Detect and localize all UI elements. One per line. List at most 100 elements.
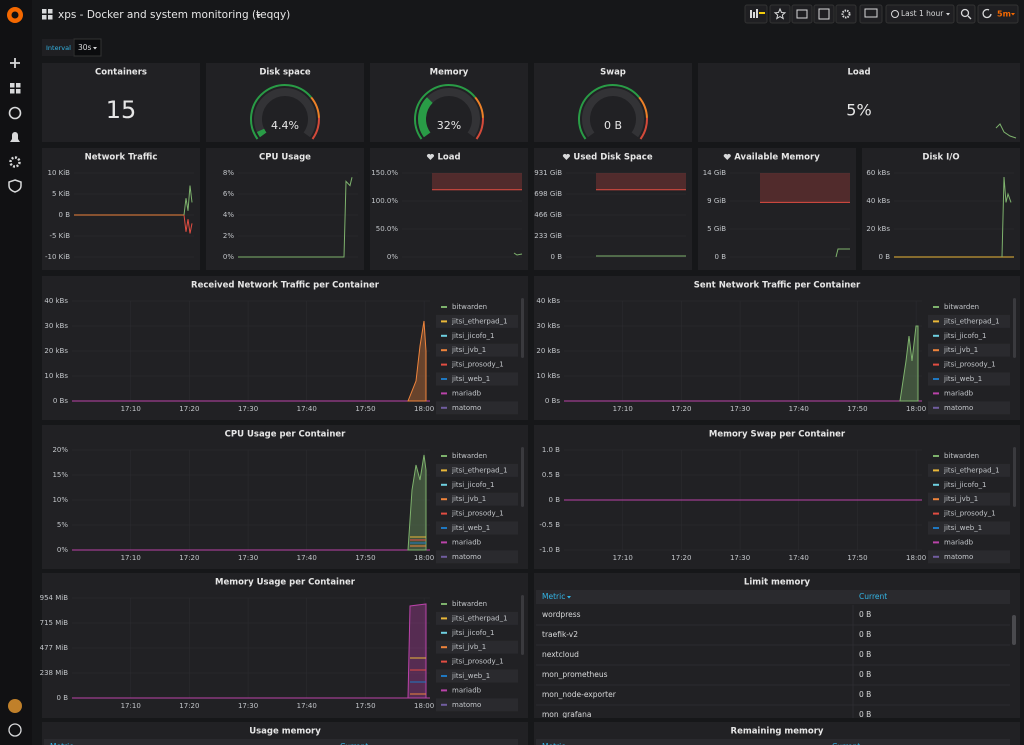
legend-label[interactable]: jitsi_prosody_1 — [943, 361, 996, 369]
legend-label[interactable]: jitsi_etherpad_1 — [943, 317, 1000, 325]
admin-icon[interactable] — [8, 179, 22, 193]
legend-row — [436, 669, 518, 683]
legend-label[interactable]: bitwarden — [944, 452, 979, 460]
dashboards-icon[interactable] — [10, 83, 21, 94]
refresh-interval[interactable]: 5m — [997, 10, 1011, 19]
legend-label[interactable]: matomo — [452, 701, 481, 709]
legend-label[interactable]: jitsi_jvb_1 — [943, 346, 978, 354]
explore-icon[interactable] — [8, 106, 22, 120]
panel-title[interactable]: Memory — [430, 68, 469, 78]
legend-label[interactable]: jitsi_jvb_1 — [451, 495, 486, 503]
refresh-caret — [1011, 13, 1015, 16]
panel-title[interactable]: Usage memory — [249, 727, 321, 737]
config-icon[interactable] — [9, 156, 21, 168]
time-picker[interactable] — [885, 4, 955, 24]
dashboard-title[interactable]: xps - Docker and system monitoring (teqq… — [58, 9, 290, 21]
column-header[interactable]: Metric — [50, 742, 73, 745]
tv-mode-button[interactable] — [859, 4, 883, 24]
panel-title[interactable]: Limit memory — [744, 578, 811, 588]
legend-label[interactable]: matomo — [452, 404, 481, 412]
column-header[interactable]: Current — [859, 592, 887, 601]
y-tick-label: 40 kBs — [44, 297, 68, 305]
legend-label[interactable]: jitsi_jicofo_1 — [451, 629, 494, 637]
variable-select[interactable] — [73, 38, 102, 57]
legend-label[interactable]: jitsi_prosody_1 — [943, 510, 996, 518]
panel-title[interactable]: Used Disk Space — [573, 153, 652, 163]
legend-label[interactable]: jitsi_jvb_1 — [451, 643, 486, 651]
star-button[interactable] — [769, 4, 791, 24]
column-header[interactable]: Metric — [542, 592, 565, 601]
legend-label[interactable]: mariadb — [452, 389, 482, 397]
legend-label[interactable]: jitsi_jicofo_1 — [451, 481, 494, 489]
variable-label-box — [42, 39, 73, 56]
legend-label[interactable]: matomo — [944, 404, 973, 412]
legend-label[interactable]: bitwarden — [452, 303, 487, 311]
legend-label[interactable]: jitsi_prosody_1 — [451, 510, 504, 518]
legend-row — [928, 401, 1010, 415]
panel-title[interactable]: Disk space — [259, 68, 311, 78]
legend-scrollbar — [521, 298, 524, 358]
panel-title[interactable]: Available Memory — [734, 153, 820, 163]
variable-value[interactable]: 30s — [78, 43, 92, 52]
legend-label[interactable]: jitsi_prosody_1 — [451, 361, 504, 369]
panel-title[interactable]: Memory Usage per Container — [215, 578, 356, 588]
legend-label[interactable]: mariadb — [452, 686, 482, 694]
panel-title[interactable]: Disk I/O — [922, 153, 959, 163]
share-button[interactable] — [791, 4, 813, 24]
user-avatar[interactable] — [8, 699, 22, 713]
x-tick-label: 17:20 — [179, 554, 199, 562]
legend-label[interactable]: jitsi_web_1 — [451, 672, 490, 680]
legend-label[interactable]: jitsi_prosody_1 — [451, 658, 504, 666]
panel-title[interactable]: CPU Usage — [259, 153, 311, 163]
legend-label[interactable]: mariadb — [944, 538, 974, 546]
legend-label[interactable]: jitsi_web_1 — [943, 524, 982, 532]
table-cell: 0 B — [859, 710, 871, 719]
panel-title[interactable]: Containers — [95, 68, 147, 78]
legend-label[interactable]: bitwarden — [944, 303, 979, 311]
panel-title[interactable]: Memory Swap per Container — [709, 430, 846, 440]
legend-label[interactable]: mariadb — [944, 389, 974, 397]
panel-title[interactable]: Network Traffic — [85, 153, 158, 163]
save-button[interactable] — [813, 4, 835, 24]
legend-label[interactable]: jitsi_etherpad_1 — [451, 317, 508, 325]
legend-label[interactable]: jitsi_etherpad_1 — [451, 466, 508, 474]
legend-label[interactable]: bitwarden — [452, 452, 487, 460]
y-tick-label: 9 GiB — [707, 197, 726, 205]
panel-title[interactable]: Load — [437, 153, 460, 163]
legend-label[interactable]: jitsi_jvb_1 — [451, 346, 486, 354]
create-icon[interactable] — [10, 58, 20, 68]
alerting-icon[interactable] — [10, 132, 20, 142]
panel-title[interactable]: Sent Network Traffic per Container — [694, 281, 861, 291]
zoom-button[interactable] — [956, 4, 976, 24]
column-header[interactable]: Metric — [542, 742, 565, 745]
table-cell: traefik-v2 — [542, 630, 578, 639]
legend-label[interactable]: jitsi_jicofo_1 — [451, 332, 494, 340]
legend-label[interactable]: jitsi_web_1 — [943, 375, 982, 383]
legend-label[interactable]: jitsi_jicofo_1 — [943, 332, 986, 340]
panel-title[interactable]: Remaining memory — [731, 727, 824, 737]
column-header[interactable]: Current — [340, 742, 368, 745]
legend-label[interactable]: jitsi_etherpad_1 — [451, 614, 508, 622]
legend-label[interactable]: jitsi_web_1 — [451, 375, 490, 383]
legend-label[interactable]: matomo — [452, 553, 481, 561]
time-range[interactable]: Last 1 hour — [901, 9, 944, 18]
panel-title[interactable]: CPU Usage per Container — [225, 430, 346, 440]
threshold-band — [596, 173, 686, 190]
help-icon[interactable] — [8, 723, 22, 737]
legend-label[interactable]: mariadb — [452, 538, 482, 546]
legend-label[interactable]: jitsi_jicofo_1 — [943, 481, 986, 489]
y-tick-label: 30 kBs — [44, 322, 68, 330]
legend-label[interactable]: jitsi_jvb_1 — [943, 495, 978, 503]
legend-label[interactable]: jitsi_etherpad_1 — [943, 466, 1000, 474]
panel-title[interactable]: Load — [847, 68, 870, 78]
legend-label[interactable]: bitwarden — [452, 600, 487, 608]
x-tick-label: 17:20 — [179, 702, 199, 710]
column-header[interactable]: Current — [832, 742, 860, 745]
settings-button[interactable] — [835, 4, 857, 24]
legend-label[interactable]: matomo — [944, 553, 973, 561]
health-icon — [426, 153, 434, 160]
panel-title[interactable]: Swap — [600, 68, 626, 78]
legend-label[interactable]: jitsi_web_1 — [451, 524, 490, 532]
gauge-threshold-yellow — [638, 96, 648, 119]
panel-title[interactable]: Received Network Traffic per Container — [191, 281, 380, 291]
